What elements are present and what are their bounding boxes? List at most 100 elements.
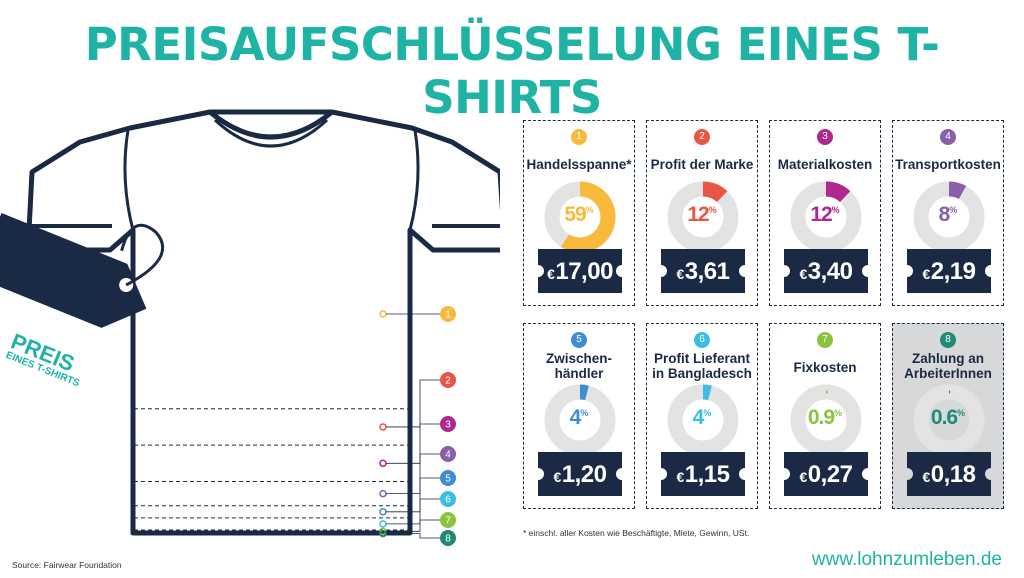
leader-line-3 — [386, 423, 440, 464]
section-marker-1 — [379, 310, 387, 318]
cost-card-4: 4 Transportkosten 8% €2,19 — [892, 120, 1004, 306]
price-tag — [0, 213, 165, 328]
section-marker-6 — [379, 520, 387, 528]
leader-line-2 — [386, 379, 440, 428]
leader-line-8 — [386, 533, 440, 539]
section-badge-8 — [440, 530, 456, 546]
donut-slice-4 — [948, 181, 967, 200]
donut-chart-4 — [913, 181, 985, 253]
price-ticket-shape — [907, 452, 991, 496]
price-value: €0,27 — [799, 461, 853, 488]
donut-slice-2 — [702, 181, 728, 203]
section-badge-7 — [440, 512, 456, 528]
donut-slice-6 — [702, 384, 712, 401]
card-percent: 0.6% — [930, 406, 966, 429]
card-percent: 4% — [692, 406, 712, 429]
section-badge-label-3: 3 — [445, 420, 451, 431]
price-value: €3,61 — [676, 258, 730, 285]
section-marker-5 — [379, 508, 387, 516]
donut-chart-2 — [667, 181, 739, 253]
donut-chart-6 — [667, 384, 739, 456]
card-label: Zahlung an ArbeiterInnen — [904, 351, 992, 381]
source: Source: Fairwear Foundation — [12, 560, 122, 570]
card-percent: 59% — [564, 203, 594, 226]
card-percent: 12% — [687, 203, 717, 226]
price-ticket-shape — [784, 452, 868, 496]
section-marker-4 — [379, 489, 387, 498]
website-url[interactable]: www.lohnzumleben.de — [811, 549, 1002, 570]
section-badge-label-2: 2 — [445, 376, 451, 387]
price-ticket-shape — [907, 249, 991, 293]
card-percent: 12% — [810, 203, 840, 226]
card-price: €3,61 — [661, 249, 745, 293]
section-badge-label-7: 7 — [445, 516, 451, 527]
card-number-badge: 7 — [817, 332, 833, 348]
cost-card-6: 6 Profit Lieferant in Bangladesch 4% €1,15 — [646, 323, 758, 509]
card-price: €3,40 — [784, 249, 868, 293]
donut-chart-1 — [544, 181, 616, 253]
donut-chart-7 — [790, 384, 862, 456]
leader-line-7 — [386, 519, 440, 532]
cost-card-7: 7 Fixkosten 0.9% €0,27 — [769, 323, 881, 509]
section-badge-1 — [440, 306, 456, 322]
cost-card-8: 8 Zahlung an ArbeiterInnen 0.6% €0,18 — [892, 323, 1004, 509]
section-badge-6 — [440, 491, 456, 507]
card-number-badge: 3 — [817, 129, 833, 145]
card-percent: 4% — [569, 406, 589, 429]
leader-line-5 — [386, 477, 440, 513]
card-price: €17,00 — [538, 249, 622, 293]
card-label: Materialkosten — [777, 157, 873, 172]
card-label: Handelsspanne* — [526, 157, 632, 172]
price-ticket-shape — [538, 452, 622, 496]
section-badge-2 — [440, 372, 456, 388]
section-badge-label-6: 6 — [445, 495, 451, 506]
card-number-badge: 8 — [940, 332, 956, 348]
section-badge-label-5: 5 — [445, 474, 451, 485]
price-value: €17,00 — [547, 258, 613, 285]
price-value: €3,40 — [799, 258, 853, 285]
card-label: Zwischen-händler — [545, 351, 612, 381]
section-badge-4 — [440, 446, 456, 462]
donut-slice-3 — [825, 181, 851, 203]
section-marker-3 — [379, 459, 387, 468]
card-label: Profit Lieferant in Bangladesch — [652, 351, 752, 381]
footnote: * einschl. aller Kosten wie Beschäftigte… — [523, 528, 750, 538]
card-price: €0,18 — [907, 452, 991, 496]
card-price: €0,27 — [784, 452, 868, 496]
card-label: Profit der Marke — [650, 157, 754, 172]
section-badge-3 — [440, 416, 456, 432]
leader-line-4 — [386, 453, 440, 495]
cost-card-3: 3 Materialkosten 12% €3,40 — [769, 120, 881, 306]
donut-chart-5 — [544, 384, 616, 456]
leader-line-6 — [386, 498, 440, 525]
cost-card-5: 5 Zwischen-händler 4% €1,20 — [523, 323, 635, 509]
card-number-badge: 1 — [571, 129, 587, 145]
donut-slice-5 — [579, 384, 589, 401]
card-price: €1,15 — [661, 452, 745, 496]
card-number-badge: 6 — [694, 332, 710, 348]
card-number-badge: 5 — [571, 332, 587, 348]
section-badge-label-1: 1 — [445, 310, 451, 321]
price-value: €2,19 — [922, 258, 976, 285]
price-value: €1,20 — [553, 461, 607, 488]
donut-chart-3 — [790, 181, 862, 253]
card-price: €2,19 — [907, 249, 991, 293]
price-value: €0,18 — [922, 461, 976, 488]
card-label: Fixkosten — [793, 360, 857, 375]
t-shirt-illustration: 1 2 3 4 5 6 7 8 — [0, 109, 500, 546]
price-ticket-shape — [784, 249, 868, 293]
section-badge-label-4: 4 — [445, 450, 451, 461]
price-ticket-shape — [661, 452, 745, 496]
cost-card-1: 1 Handelsspanne* 59% €17,00 — [523, 120, 635, 306]
price-ticket-shape — [538, 249, 622, 293]
card-number-badge: 4 — [940, 129, 956, 145]
donut-track — [790, 384, 862, 456]
section-badge-label-8: 8 — [445, 534, 451, 545]
page-title: PREISAUFSCHLÜSSELUNG EINES T-SHIRTS — [84, 18, 940, 124]
card-percent: 8% — [938, 203, 958, 226]
donut-chart-8 — [913, 384, 985, 456]
price-value: €1,15 — [676, 461, 730, 488]
section-marker-2 — [379, 423, 387, 431]
section-badge-5 — [440, 470, 456, 486]
price-ticket-shape — [661, 249, 745, 293]
